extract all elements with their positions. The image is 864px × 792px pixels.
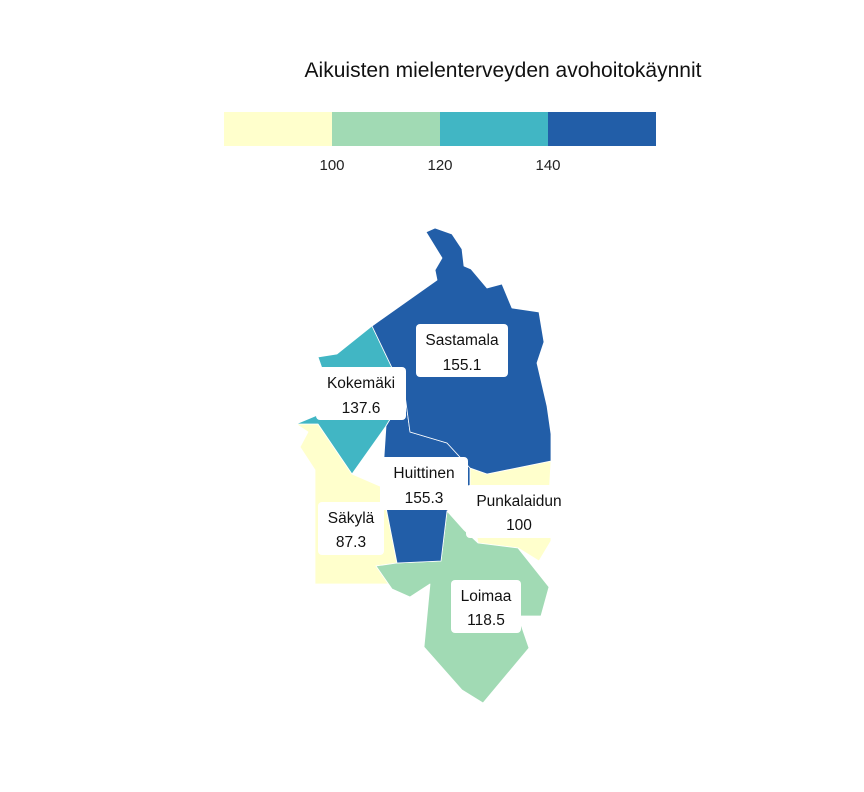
- legend: 100 120 140: [224, 112, 656, 174]
- label-name-huittinen: Huittinen: [393, 465, 454, 482]
- label-loimaa: Loimaa 118.5: [451, 580, 521, 633]
- map-title: Aikuisten mielenterveyden avohoitokäynni…: [305, 59, 702, 82]
- label-value-sastamala: 155.1: [443, 357, 482, 374]
- legend-tick-120: 120: [427, 157, 452, 174]
- label-box-sastamala: [416, 324, 508, 377]
- legend-swatch-3: [440, 112, 548, 146]
- legend-tick-140: 140: [535, 157, 560, 174]
- label-name-sakyla: Säkylä: [328, 510, 375, 527]
- label-huittinen: Huittinen 155.3: [380, 457, 468, 510]
- region-labels: Sastamala 155.1 Kokemäki 137.6 Huittinen…: [316, 324, 572, 633]
- label-sastamala: Sastamala 155.1: [416, 324, 508, 377]
- label-name-loimaa: Loimaa: [461, 588, 512, 605]
- label-punkalaidun: Punkalaidun 100: [466, 485, 572, 538]
- label-box-kokemaki: [316, 367, 406, 420]
- legend-tick-100: 100: [319, 157, 344, 174]
- legend-swatch-2: [332, 112, 440, 146]
- label-name-punkalaidun: Punkalaidun: [476, 493, 561, 510]
- label-box-huittinen: [380, 457, 468, 510]
- label-value-loimaa: 118.5: [467, 612, 505, 629]
- label-box-loimaa: [451, 580, 521, 633]
- label-value-kokemaki: 137.6: [342, 400, 381, 417]
- label-box-sakyla: [318, 502, 384, 555]
- legend-swatch-1: [224, 112, 332, 146]
- label-kokemaki: Kokemäki 137.6: [316, 367, 406, 420]
- label-name-kokemaki: Kokemäki: [327, 375, 395, 392]
- label-box-punkalaidun: [466, 485, 572, 538]
- label-value-huittinen: 155.3: [405, 490, 444, 507]
- label-value-sakyla: 87.3: [336, 534, 366, 551]
- label-name-sastamala: Sastamala: [425, 332, 499, 349]
- label-sakyla: Säkylä 87.3: [318, 502, 384, 555]
- label-value-punkalaidun: 100: [506, 517, 532, 534]
- legend-swatch-4: [548, 112, 656, 146]
